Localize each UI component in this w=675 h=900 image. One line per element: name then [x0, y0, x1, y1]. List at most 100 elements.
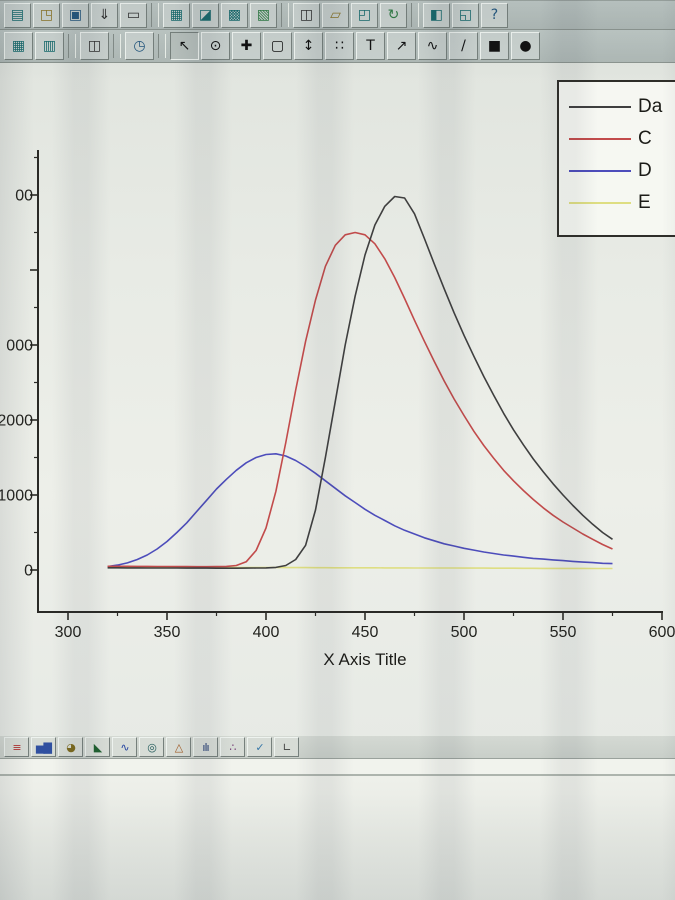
spline-plot-button[interactable]: ∿: [112, 737, 137, 757]
x-axis-title: X Axis Title: [323, 650, 407, 669]
column-grid-button[interactable]: ▥: [35, 32, 64, 60]
data-selector-tool-icon: ▢: [270, 38, 285, 54]
axes-plot-button[interactable]: ∟: [274, 737, 299, 757]
fit-page-icon: ◧: [429, 7, 444, 23]
series-line-C: [107, 231, 613, 568]
open-project-icon: ◳: [39, 7, 54, 23]
column-plot-button[interactable]: ▅▇: [31, 737, 56, 757]
save-project-icon: ▣: [68, 7, 83, 23]
new-project-button[interactable]: ▤: [4, 2, 31, 28]
legend-label: D: [638, 160, 652, 181]
x-tick-label: 600: [649, 624, 675, 641]
scatter-plot-button[interactable]: ∴: [220, 737, 245, 757]
draw-line-tool-icon: /: [461, 38, 466, 54]
paste-button[interactable]: ▱: [322, 2, 349, 28]
draw-line-tool-button[interactable]: /: [449, 32, 478, 60]
refresh-icon: ↻: [387, 7, 400, 23]
pointer-tool-button[interactable]: ↖: [170, 32, 199, 60]
paste-icon: ▱: [330, 7, 341, 23]
ternary-plot-icon: △: [174, 740, 184, 754]
y-tick-label: 000: [6, 338, 33, 355]
new-project-icon: ▤: [10, 7, 25, 23]
text-tool-button[interactable]: T: [356, 32, 385, 60]
legend-box[interactable]: Da C D E: [557, 80, 675, 237]
legend-entry: E: [559, 187, 675, 219]
import-ascii-button[interactable]: ⇓: [91, 2, 118, 28]
zoom-tool-button[interactable]: ⊙: [201, 32, 230, 60]
print-button[interactable]: ▭: [120, 2, 147, 28]
legend-label: E: [638, 192, 651, 213]
worksheet-grid-icon: ▦: [11, 38, 26, 54]
histogram-plot-button[interactable]: ılı: [193, 737, 218, 757]
column-plot-icon: ▅▇: [36, 740, 52, 754]
x-tick-label: 350: [154, 624, 181, 641]
legend-line-sample: [569, 202, 631, 204]
duplicate-icon: ◰: [357, 7, 372, 23]
polar-plot-icon: ✓: [255, 740, 264, 754]
polar-plot-button[interactable]: ✓: [247, 737, 272, 757]
refresh-button[interactable]: ↻: [380, 2, 407, 28]
new-graph-button[interactable]: ◪: [192, 2, 219, 28]
recent-clock-button[interactable]: ◷: [125, 32, 154, 60]
draw-circle-tool-button[interactable]: ●: [511, 32, 540, 60]
line-plot-button[interactable]: ≡: [4, 737, 29, 757]
fit-page-button[interactable]: ◧: [423, 2, 450, 28]
column-grid-icon: ▥: [42, 38, 57, 54]
draw-circle-tool-icon: ●: [519, 38, 532, 54]
graph-toolbar: ≡ ▅▇ ◕ ◣ ∿ ◎ △ ılı ∴ ✓ ∟: [0, 735, 675, 759]
toolbar-separator: [281, 3, 289, 27]
vertical-translate-tool-button[interactable]: ↕: [294, 32, 323, 60]
legend-line-sample: [569, 138, 631, 140]
full-screen-button[interactable]: ◱: [452, 2, 479, 28]
toolbar-separator: [411, 3, 419, 27]
empty-workspace: [0, 776, 675, 900]
new-layout-button[interactable]: ◫: [80, 32, 109, 60]
new-worksheet-button[interactable]: ▦: [163, 2, 190, 28]
duplicate-button[interactable]: ◰: [351, 2, 378, 28]
help-icon: ?: [490, 7, 499, 23]
print-icon: ▭: [126, 7, 141, 23]
area-plot-button[interactable]: ◣: [85, 737, 110, 757]
draw-curve-tool-button[interactable]: ∿: [418, 32, 447, 60]
legend-line-sample: [569, 170, 631, 172]
copy-button[interactable]: ◫: [293, 2, 320, 28]
y-tick-label: 0: [24, 563, 33, 580]
draw-arrow-tool-icon: ↗: [395, 38, 408, 54]
toolbar-separator: [68, 34, 76, 58]
legend-line-sample: [569, 106, 631, 108]
save-project-button[interactable]: ▣: [62, 2, 89, 28]
new-excel-icon: ▧: [256, 7, 271, 23]
data-selector-tool-button[interactable]: ▢: [263, 32, 292, 60]
region-mask-tool-button[interactable]: ∷: [325, 32, 354, 60]
x-tick-label: 550: [550, 624, 577, 641]
recent-clock-icon: ◷: [133, 38, 146, 54]
line-plot-icon: ≡: [12, 740, 21, 754]
axes-frame: [37, 150, 663, 613]
contour-plot-icon: ◎: [147, 740, 157, 754]
draw-rectangle-tool-button[interactable]: ■: [480, 32, 509, 60]
new-excel-button[interactable]: ▧: [250, 2, 277, 28]
toolbar-separator: [151, 3, 159, 27]
draw-arrow-tool-button[interactable]: ↗: [387, 32, 416, 60]
legend-label: C: [638, 128, 652, 149]
open-project-button[interactable]: ◳: [33, 2, 60, 28]
zoom-tool-icon: ⊙: [209, 38, 222, 54]
spline-plot-icon: ∿: [120, 740, 129, 754]
pie-chart-button[interactable]: ◕: [58, 737, 83, 757]
contour-plot-button[interactable]: ◎: [139, 737, 164, 757]
new-matrix-button[interactable]: ▩: [221, 2, 248, 28]
toolbar-separator: [158, 34, 166, 58]
pointer-tool-icon: ↖: [178, 38, 191, 54]
legend-entry: D: [559, 155, 675, 187]
legend-entry: Da: [559, 91, 675, 123]
help-button[interactable]: ?: [481, 2, 508, 28]
data-reader-tool-button[interactable]: ✚: [232, 32, 261, 60]
ternary-plot-button[interactable]: △: [166, 737, 191, 757]
text-tool-icon: T: [366, 38, 375, 54]
y-tick-label: 00: [15, 188, 33, 205]
standard-toolbar: ▤ ◳ ▣ ⇓ ▭ ▦ ◪ ▩ ▧ ◫ ▱ ◰ ↻ ◧ ◱?: [0, 0, 675, 30]
toolbar-separator: [113, 34, 121, 58]
worksheet-grid-button[interactable]: ▦: [4, 32, 33, 60]
